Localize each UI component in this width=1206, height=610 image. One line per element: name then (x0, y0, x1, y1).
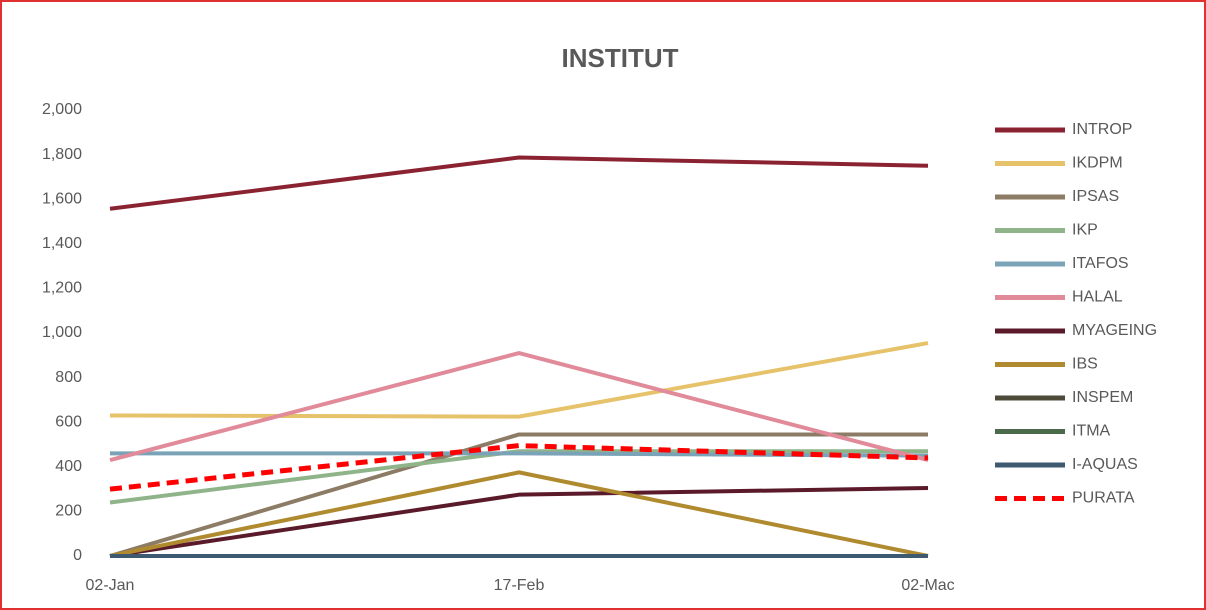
y-tick-label: 1,000 (42, 324, 82, 341)
x-tick-label: 17-Feb (494, 577, 545, 594)
y-tick-label: 600 (55, 413, 82, 430)
y-tick-label: 400 (55, 458, 82, 475)
legend-label: IPSAS (1072, 188, 1119, 205)
legend-label: IKP (1072, 222, 1098, 239)
legend-label: HALAL (1072, 289, 1123, 306)
legend-label: PURATA (1072, 490, 1135, 507)
series-line (109, 449, 928, 505)
y-tick-label: 200 (55, 503, 82, 520)
x-tick-label: 02-Mac (901, 577, 954, 594)
legend-label: INTROP (1072, 121, 1132, 138)
legend-label: MYAGEING (1072, 322, 1157, 339)
series-line (109, 341, 929, 419)
legend-label: I-AQUAS (1072, 456, 1138, 473)
x-tick-label: 02-Jan (86, 577, 135, 594)
series-line (109, 470, 929, 558)
series-line (109, 351, 929, 463)
chart-title: INSTITUT (562, 43, 679, 73)
legend-label: IKDPM (1072, 155, 1123, 172)
y-tick-label: 0 (73, 547, 82, 564)
legend-label: INSPEM (1072, 389, 1133, 406)
series-line (109, 155, 929, 211)
y-tick-label: 1,200 (42, 280, 82, 297)
series-line (109, 443, 929, 492)
y-tick-label: 2,000 (42, 101, 82, 118)
series-line (109, 485, 929, 558)
legend-label: ITMA (1072, 423, 1111, 440)
series-line (109, 432, 928, 558)
legend-label: IBS (1072, 356, 1098, 373)
y-tick-label: 1,800 (42, 146, 82, 163)
legend-label: ITAFOS (1072, 255, 1129, 272)
y-tick-label: 800 (55, 369, 82, 386)
series-line (110, 451, 929, 458)
y-tick-label: 1,600 (42, 190, 82, 207)
y-tick-label: 1,400 (42, 235, 82, 252)
